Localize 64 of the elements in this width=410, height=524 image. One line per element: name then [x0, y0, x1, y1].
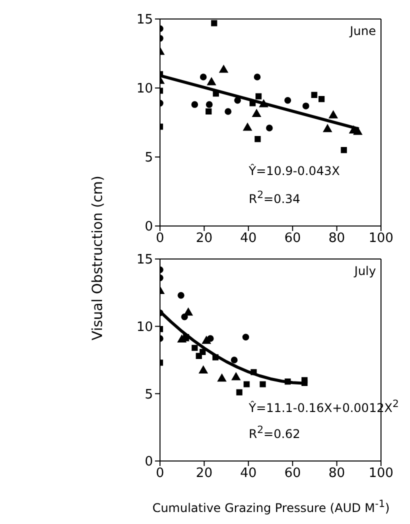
point	[328, 110, 338, 118]
point	[254, 136, 261, 142]
x-tick-label: 60	[284, 231, 301, 246]
annotation: R$^{2}$=0.62	[248, 425, 300, 441]
x-tick-label: 0	[156, 231, 164, 246]
point	[211, 20, 218, 26]
x-axis-title: Cumulative Grazing Pressure (AUD M$^{-1}$)	[151, 499, 391, 515]
point	[318, 96, 325, 102]
x-tick-label: 60	[284, 466, 301, 482]
y-tick-label: 5	[144, 387, 153, 402]
y-tick-label: 10	[136, 82, 153, 97]
y-tick-label: 5	[144, 150, 153, 166]
point	[200, 74, 207, 80]
point	[256, 93, 262, 100]
point	[200, 348, 206, 355]
annotation: July	[354, 264, 376, 278]
point	[244, 381, 250, 388]
y-tick-label: 15	[136, 252, 153, 268]
point	[224, 108, 232, 115]
point	[178, 292, 184, 299]
point	[230, 356, 238, 364]
point	[254, 74, 261, 80]
point	[219, 65, 228, 73]
point	[206, 101, 213, 108]
point	[207, 78, 216, 86]
point	[323, 124, 332, 132]
point	[218, 374, 226, 382]
point	[353, 127, 362, 135]
point	[206, 108, 212, 115]
x-tick-label: 20	[196, 466, 212, 482]
point	[242, 334, 250, 340]
annotation: Ŷ=10.9-0.043X	[248, 164, 340, 178]
x-tick-label: 40	[240, 466, 257, 482]
x-tick-label: 80	[328, 466, 346, 482]
annotation: R$^{2}$=0.34	[248, 190, 300, 206]
x-tick-label: 80	[328, 231, 346, 246]
point	[340, 147, 347, 154]
point	[234, 97, 241, 104]
annotation: June	[350, 24, 376, 38]
y-tick-label: 15	[136, 12, 153, 28]
point	[198, 366, 208, 374]
y-tick-label: 0	[144, 220, 153, 235]
point	[252, 109, 261, 117]
point	[184, 308, 193, 316]
y-tick-label: 10	[136, 320, 153, 335]
point	[236, 389, 242, 396]
x-tick-label: 100	[368, 231, 394, 246]
point	[284, 97, 292, 104]
x-tick-label: 100	[368, 466, 394, 482]
point	[266, 124, 273, 132]
point	[311, 92, 318, 98]
x-tick-label: 20	[196, 231, 212, 246]
point	[202, 336, 211, 344]
x-tick-label: 40	[240, 231, 257, 246]
point	[232, 372, 240, 380]
y-tick-label: 0	[144, 454, 153, 470]
point	[243, 123, 252, 131]
point	[191, 101, 198, 108]
point	[192, 344, 198, 351]
y-axis-title: Visual Obstruction (cm)	[90, 176, 106, 340]
point	[260, 381, 266, 388]
x-tick-label: 0	[156, 466, 164, 482]
point	[301, 377, 308, 384]
point	[302, 102, 310, 110]
